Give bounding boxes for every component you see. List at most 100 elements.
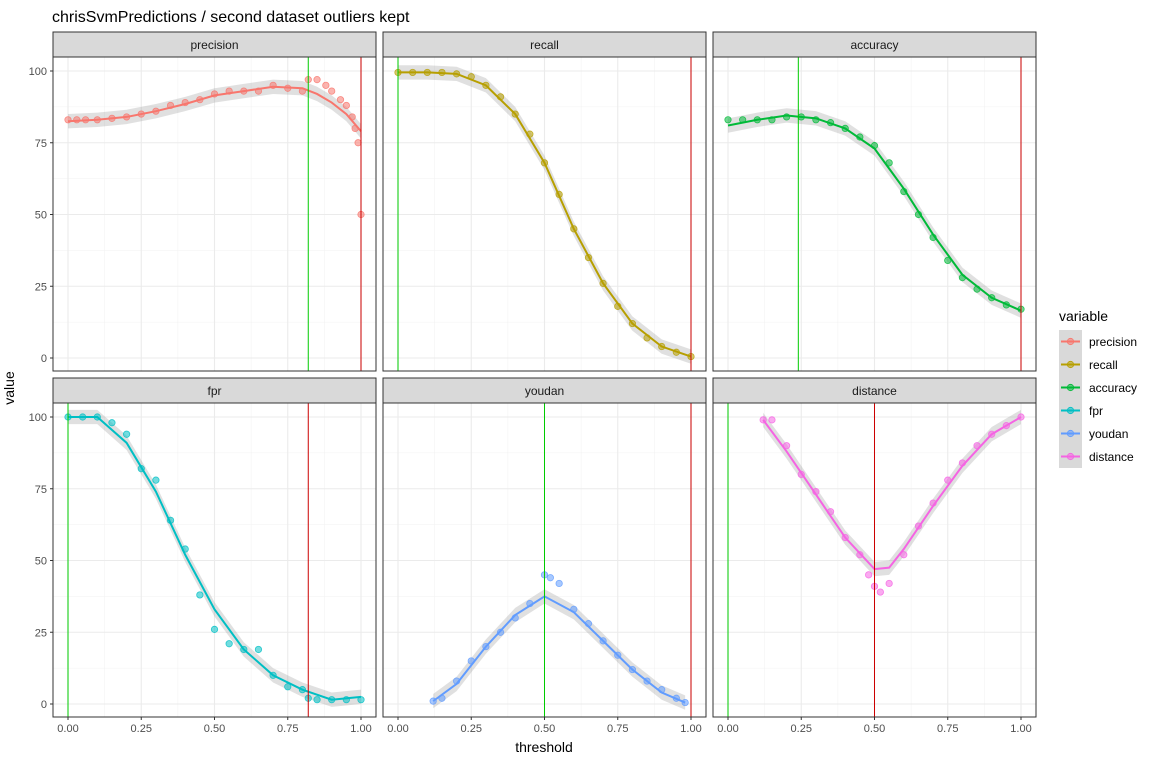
smooth-line-recall — [398, 71, 692, 358]
x-tick-label: 0.50 — [204, 723, 225, 735]
panel-accuracy: accuracy — [712, 31, 1037, 372]
x-tick-label: 0.25 — [131, 723, 152, 735]
gridlines — [713, 57, 1036, 371]
legend-label: precision — [1089, 335, 1137, 349]
point-fpr — [313, 696, 321, 704]
point-precision — [313, 76, 321, 84]
x-tick-label: 0.75 — [277, 723, 298, 735]
legend-title: variable — [1059, 308, 1108, 324]
strip-label-accuracy: accuracy — [850, 38, 898, 52]
y-tick-label: 75 — [35, 138, 47, 150]
x-tick-label: 1.00 — [1010, 723, 1031, 735]
gridlines — [53, 57, 376, 371]
x-tick-label: 0.00 — [717, 723, 738, 735]
point-fpr — [210, 625, 219, 633]
legend-item-precision: precision — [1059, 330, 1137, 353]
panel-border — [382, 56, 707, 372]
legend-key-point — [1066, 452, 1075, 461]
point-fpr — [196, 591, 204, 599]
point-precision — [336, 96, 345, 104]
point-accuracy — [724, 116, 732, 124]
x-tick-label: 0.75 — [607, 723, 628, 735]
y-tick-label: 100 — [29, 412, 47, 424]
legend-label: fpr — [1089, 404, 1103, 418]
chart-title: chrisSvmPredictions / second dataset out… — [52, 9, 410, 26]
y-tick-label: 0 — [41, 353, 47, 365]
x-tick-label: 1.00 — [350, 723, 371, 735]
y-tick-label: 50 — [35, 210, 47, 222]
point-fpr — [225, 640, 233, 648]
point-distance — [865, 571, 873, 579]
gridlines — [53, 403, 376, 717]
point-precision — [322, 81, 330, 89]
strip-precision — [52, 31, 377, 58]
y-tick-label: 75 — [35, 484, 47, 496]
strip-label-youdan: youdan — [525, 384, 564, 398]
legend-key-point — [1066, 383, 1075, 392]
y-tick-label: 25 — [35, 281, 47, 293]
legend-item-fpr: fpr — [1059, 399, 1103, 422]
strip-label-fpr: fpr — [207, 384, 221, 398]
legend-item-recall: recall — [1059, 353, 1118, 376]
point-distance — [900, 551, 908, 559]
panel-fpr: fpr 0 25 50 75 100 0.00 0.25 0.50 0.75 1.00 — [29, 377, 377, 735]
x-tick-label: 0.50 — [534, 723, 555, 735]
y-tick-label: 0 — [41, 699, 47, 711]
legend-label: recall — [1089, 358, 1118, 372]
point-fpr — [254, 645, 263, 654]
legend-item-youdan: youdan — [1059, 422, 1128, 445]
strip-label-precision: precision — [190, 38, 238, 52]
panel-distance: distance 0.00 0.25 0.50 0.75 1.00 — [712, 377, 1037, 735]
x-axis-title: threshold — [515, 739, 573, 755]
y-axis-title: value — [1, 371, 17, 405]
point-precision — [342, 101, 350, 110]
point-fpr — [357, 696, 365, 704]
legend-key-point — [1066, 429, 1075, 438]
panel-recall: recall — [382, 31, 707, 372]
legend-key-point — [1066, 360, 1075, 369]
point-youdan — [555, 579, 563, 588]
legend-label: youdan — [1089, 427, 1128, 441]
facet-panels: precision 0 25 50 75 100 recall accuracy fpr 0 25 5… — [29, 31, 1037, 735]
point-precision — [328, 87, 336, 95]
y-tick-label: 100 — [29, 66, 47, 78]
legend-label: distance — [1089, 450, 1134, 464]
point-precision — [354, 139, 362, 147]
panel-youdan: youdan 0.00 0.25 0.50 0.75 1.00 — [382, 377, 707, 735]
smooth-line-distance — [762, 416, 1022, 571]
strip-distance — [712, 377, 1037, 404]
point-fpr — [108, 419, 116, 427]
panel-precision: precision 0 25 50 75 100 — [29, 31, 377, 372]
y-tick-label: 25 — [35, 627, 47, 639]
legend-item-accuracy: accuracy — [1059, 376, 1137, 399]
point-youdan — [546, 574, 554, 582]
point-distance — [768, 416, 776, 424]
smooth-line-precision — [67, 85, 362, 132]
strip-label-distance: distance — [852, 384, 897, 398]
point-distance — [876, 588, 884, 596]
legend-label: accuracy — [1089, 381, 1137, 395]
point-fpr — [152, 476, 160, 484]
legend-item-distance: distance — [1059, 445, 1134, 468]
strip-youdan — [382, 377, 707, 404]
x-tick-label: 0.25 — [791, 723, 812, 735]
x-tick-label: 0.75 — [937, 723, 958, 735]
strip-accuracy — [712, 31, 1037, 58]
y-tick-label: 50 — [35, 556, 47, 568]
x-tick-label: 0.25 — [461, 723, 482, 735]
x-tick-label: 0.00 — [387, 723, 408, 735]
strip-label-recall: recall — [530, 38, 559, 52]
legend: variable precision recall accuracy fpr youda… — [1059, 308, 1137, 468]
legend-key-point — [1066, 406, 1075, 415]
point-distance — [885, 579, 893, 588]
smooth-ribbon-precision — [68, 79, 361, 139]
smooth-line-youdan — [432, 595, 686, 704]
x-tick-label: 0.00 — [57, 723, 78, 735]
x-tick-label: 0.50 — [864, 723, 885, 735]
smooth-line-fpr — [68, 416, 362, 701]
point-fpr — [123, 430, 131, 438]
smooth-line-accuracy — [727, 114, 1022, 312]
x-tick-label: 1.00 — [680, 723, 701, 735]
legend-key-point — [1066, 337, 1075, 346]
